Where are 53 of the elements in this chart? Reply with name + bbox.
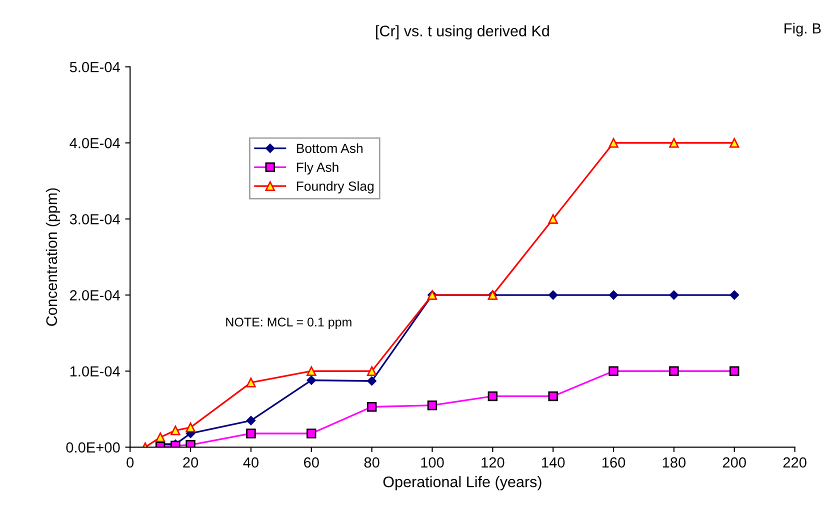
point <box>306 428 316 438</box>
x-tick-label: 80 <box>364 457 380 468</box>
point <box>186 422 196 432</box>
y-tick-label: 5.0E-04 <box>70 62 120 72</box>
y-tick-label: 4.0E-04 <box>70 138 120 148</box>
chart-title: [Cr] vs. t using derived Kd <box>376 25 549 40</box>
point <box>548 214 558 224</box>
point <box>669 138 679 148</box>
point <box>608 290 618 300</box>
y-tick-label: 1.0E-04 <box>70 366 120 377</box>
x-tick-label: 60 <box>304 457 319 468</box>
x-tick-label: 140 <box>542 457 565 468</box>
legend-label: Fly Ash <box>296 162 338 175</box>
point <box>488 391 498 402</box>
x-tick-label: 40 <box>243 457 258 468</box>
point <box>608 138 618 148</box>
point <box>170 426 180 436</box>
point <box>306 366 316 376</box>
y-axis-title: Concentration (ppm) <box>46 188 60 326</box>
point <box>155 432 166 442</box>
point <box>186 440 196 448</box>
x-tick-label: 180 <box>662 457 686 468</box>
y-tick-label: 0.0E+00 <box>66 442 120 453</box>
x-tick-label: 200 <box>722 457 746 468</box>
point <box>366 402 377 412</box>
x-tick-label: 120 <box>482 457 504 468</box>
legend-label: Foundry Slag <box>296 181 374 194</box>
x-tick-label: 160 <box>602 457 626 468</box>
y-tick-label: 3.0E-04 <box>70 214 120 224</box>
point <box>427 400 438 410</box>
x-tick-label: 220 <box>783 457 806 468</box>
x-tick-label: 0 <box>126 457 134 468</box>
point <box>246 378 256 388</box>
x-tick-label: 20 <box>183 457 198 468</box>
y-tick-label: 2.0E-04 <box>70 290 120 300</box>
point <box>306 376 316 385</box>
point <box>366 366 377 376</box>
annotation: NOTE: MCL = 0.1 ppm <box>226 318 352 329</box>
point <box>608 366 618 376</box>
x-axis-title: Operational Life (years) <box>383 476 542 490</box>
point <box>246 428 256 438</box>
point <box>548 290 558 300</box>
point <box>669 366 679 376</box>
point <box>669 290 679 300</box>
point <box>730 290 739 300</box>
point <box>730 138 740 148</box>
legend-label: Bottom Ash <box>296 143 362 154</box>
point <box>246 416 256 426</box>
x-tick-label: 100 <box>421 457 444 468</box>
point <box>730 366 740 376</box>
text: Fig. B <box>784 22 821 36</box>
point <box>367 376 376 386</box>
point <box>548 391 558 402</box>
